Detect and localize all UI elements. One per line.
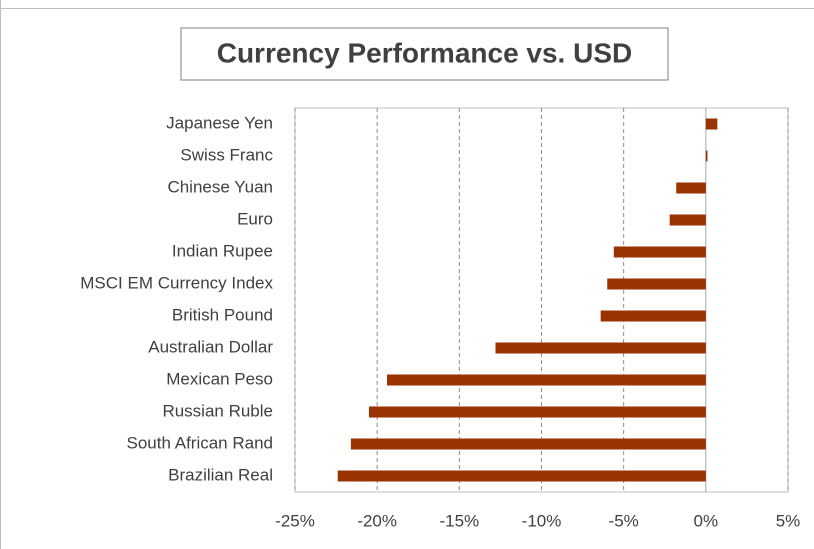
y-tick-label: Swiss Franc	[180, 145, 273, 164]
y-tick-label: Chinese Yuan	[167, 177, 273, 196]
x-tick-label: -25%	[275, 511, 315, 530]
y-tick-label: British Pound	[172, 305, 273, 324]
y-tick-label: Russian Ruble	[162, 401, 273, 420]
bar	[607, 278, 706, 290]
x-tick-label: -15%	[439, 511, 479, 530]
y-tick-label: Brazilian Real	[168, 465, 273, 484]
y-tick-label: Mexican Peso	[166, 369, 273, 388]
x-tick-label: -5%	[609, 511, 639, 530]
bar	[613, 246, 706, 258]
x-tick-label: -10%	[522, 511, 562, 530]
bar	[669, 214, 706, 226]
bar	[337, 470, 706, 482]
bar	[387, 374, 706, 386]
bar	[705, 118, 718, 130]
x-tick-label: 0%	[694, 511, 719, 530]
y-tick-label: South African Rand	[127, 433, 273, 452]
bar	[705, 150, 708, 162]
y-tick-label: Japanese Yen	[166, 113, 273, 132]
bar	[600, 310, 706, 322]
bar	[350, 438, 706, 450]
bar	[676, 182, 706, 194]
x-tick-label: -20%	[357, 511, 397, 530]
y-tick-label: Euro	[237, 209, 273, 228]
y-tick-label: MSCI EM Currency Index	[80, 273, 273, 292]
title-box	[180, 27, 669, 81]
y-tick-label: Australian Dollar	[148, 337, 273, 356]
chart-title: Currency Performance vs. USD	[217, 37, 633, 68]
x-tick-label: 5%	[776, 511, 801, 530]
bar	[495, 342, 706, 354]
y-tick-label: Indian Rupee	[172, 241, 273, 260]
bar	[368, 406, 706, 418]
